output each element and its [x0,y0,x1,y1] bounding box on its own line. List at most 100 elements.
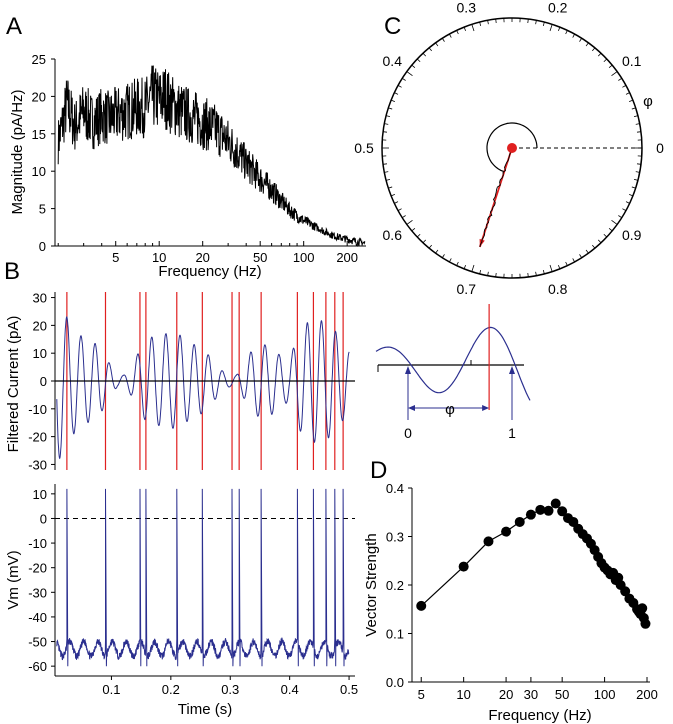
vector-strength-point [550,498,561,509]
polar-tick [495,18,497,24]
chart-b-filtered-current: -30 -20 -10 0 10 20 30 Filtered Current (pA) [5,291,355,472]
vector-strength-point [416,600,427,611]
y-axis-title-b-bottom: Vm (mV) [5,550,22,609]
polar-tick [625,92,630,95]
polar-tick [603,58,608,63]
membrane-potential-line [56,488,350,667]
y-tick-label-b-bottom: -50 [28,635,47,650]
y-tick-label-a: 20 [32,89,46,104]
polar-tick [487,20,489,25]
chart-c-polar-phase: 0 0.1 0.2 0.3 0.4 0.5 0.6 0.7 0.8 0.9 φ 0 φ 1 [354,0,664,441]
x-tick-label-a: 10 [152,250,166,265]
polar-tick [633,178,639,181]
polar-tick [608,64,613,68]
panel-label-a: A [6,13,22,40]
polar-tick [636,163,642,165]
polar-tick [397,85,402,88]
vector-strength-point [640,618,651,629]
polar-tick [597,239,602,244]
polar-tick [597,52,602,57]
x-tick-label-a: 100 [293,250,315,265]
polar-tick [592,244,596,249]
polar-tick [411,228,416,232]
polar-axis-label: φ [643,93,653,110]
y-tick-label-d: 0.3 [386,530,404,545]
polar-tick [542,21,545,27]
chart-a-spectrum: 0 5 10 15 20 25 5 10 20 50 100 200 Frequency (Hz) Mag… [9,52,366,280]
polar-tick [406,71,413,77]
inset-label-one: 1 [508,425,516,441]
polar-tick [579,38,582,42]
x-tick-label-a: 50 [253,250,267,265]
y-tick-label-d: 0.2 [386,578,404,593]
inset-label-phi: φ [445,401,455,418]
x-axis-title-d: Frequency (Hz) [488,707,591,724]
x-tick-label-b-bottom: 0.2 [162,682,180,697]
polar-tick [390,99,395,102]
inset-phase-arrow-head-right [482,405,490,411]
polar-tick [611,219,618,225]
vector-strength-point [514,516,525,527]
polar-tick [611,71,618,77]
polar-tick-label: 0.2 [548,0,568,15]
vector-strength-point [637,603,648,614]
polar-tick [406,219,413,225]
polar-tick [565,261,568,266]
polar-tick [625,201,630,204]
inset-label-zero: 0 [404,425,412,441]
polar-tick [442,254,445,258]
polar-tick [382,163,388,165]
y-tick-label-b-bottom: 10 [33,487,47,502]
filtered-current-line [56,316,350,460]
y-tick-label-b-top: 0 [40,374,47,389]
polar-tick [449,258,452,263]
polar-tick [388,107,393,110]
y-axis-title-a: Magnitude (pA/Hz) [9,89,26,214]
phase-walk-trace [479,147,513,248]
polar-tick [635,123,640,125]
polar-tick [631,186,636,189]
polar-tick-label: 0.7 [457,281,477,297]
x-tick-label-d: 10 [456,687,470,702]
polar-tick [579,254,582,258]
polar-tick [384,123,389,125]
polar-tick [535,20,537,25]
polar-tick [585,249,589,254]
panel-label-d: D [370,457,387,484]
y-tick-label-b-top: 10 [33,346,47,361]
spectrum-line [57,65,366,248]
inset-arrow-one-head [509,366,515,374]
polar-tick [390,194,395,197]
polar-tick [549,24,553,32]
y-tick-label-b-top: 20 [33,318,47,333]
y-tick-label-b-bottom: -10 [28,536,47,551]
polar-tick [495,272,497,278]
polar-tick [549,264,553,272]
polar-tick [558,265,561,270]
y-tick-label-a: 10 [32,164,46,179]
vector-strength-point [458,561,469,572]
y-tick-label-b-bottom: -60 [28,659,47,674]
panel-label-c: C [384,13,401,40]
polar-tick [585,42,589,47]
inset-arrow-zero-head [405,366,411,374]
polar-tick [394,201,399,204]
polar-tick [527,18,529,24]
y-tick-label-d: 0.0 [386,675,404,690]
x-tick-label-d: 50 [555,687,569,702]
polar-tick [411,64,416,68]
center-marker [507,143,517,153]
polar-tick-label: 0.6 [383,227,403,243]
vector-strength-point [543,505,554,516]
polar-tick [479,269,482,275]
polar-tick [416,58,421,63]
vector-strength-point [620,586,631,597]
x-tick-label-d: 30 [524,687,538,702]
polar-tick [635,171,640,173]
polar-tick [592,47,596,52]
polar-tick [435,249,439,254]
mean-vector [479,147,513,248]
polar-tick [435,42,439,47]
polar-tick [471,264,475,272]
polar-tick [572,258,575,263]
